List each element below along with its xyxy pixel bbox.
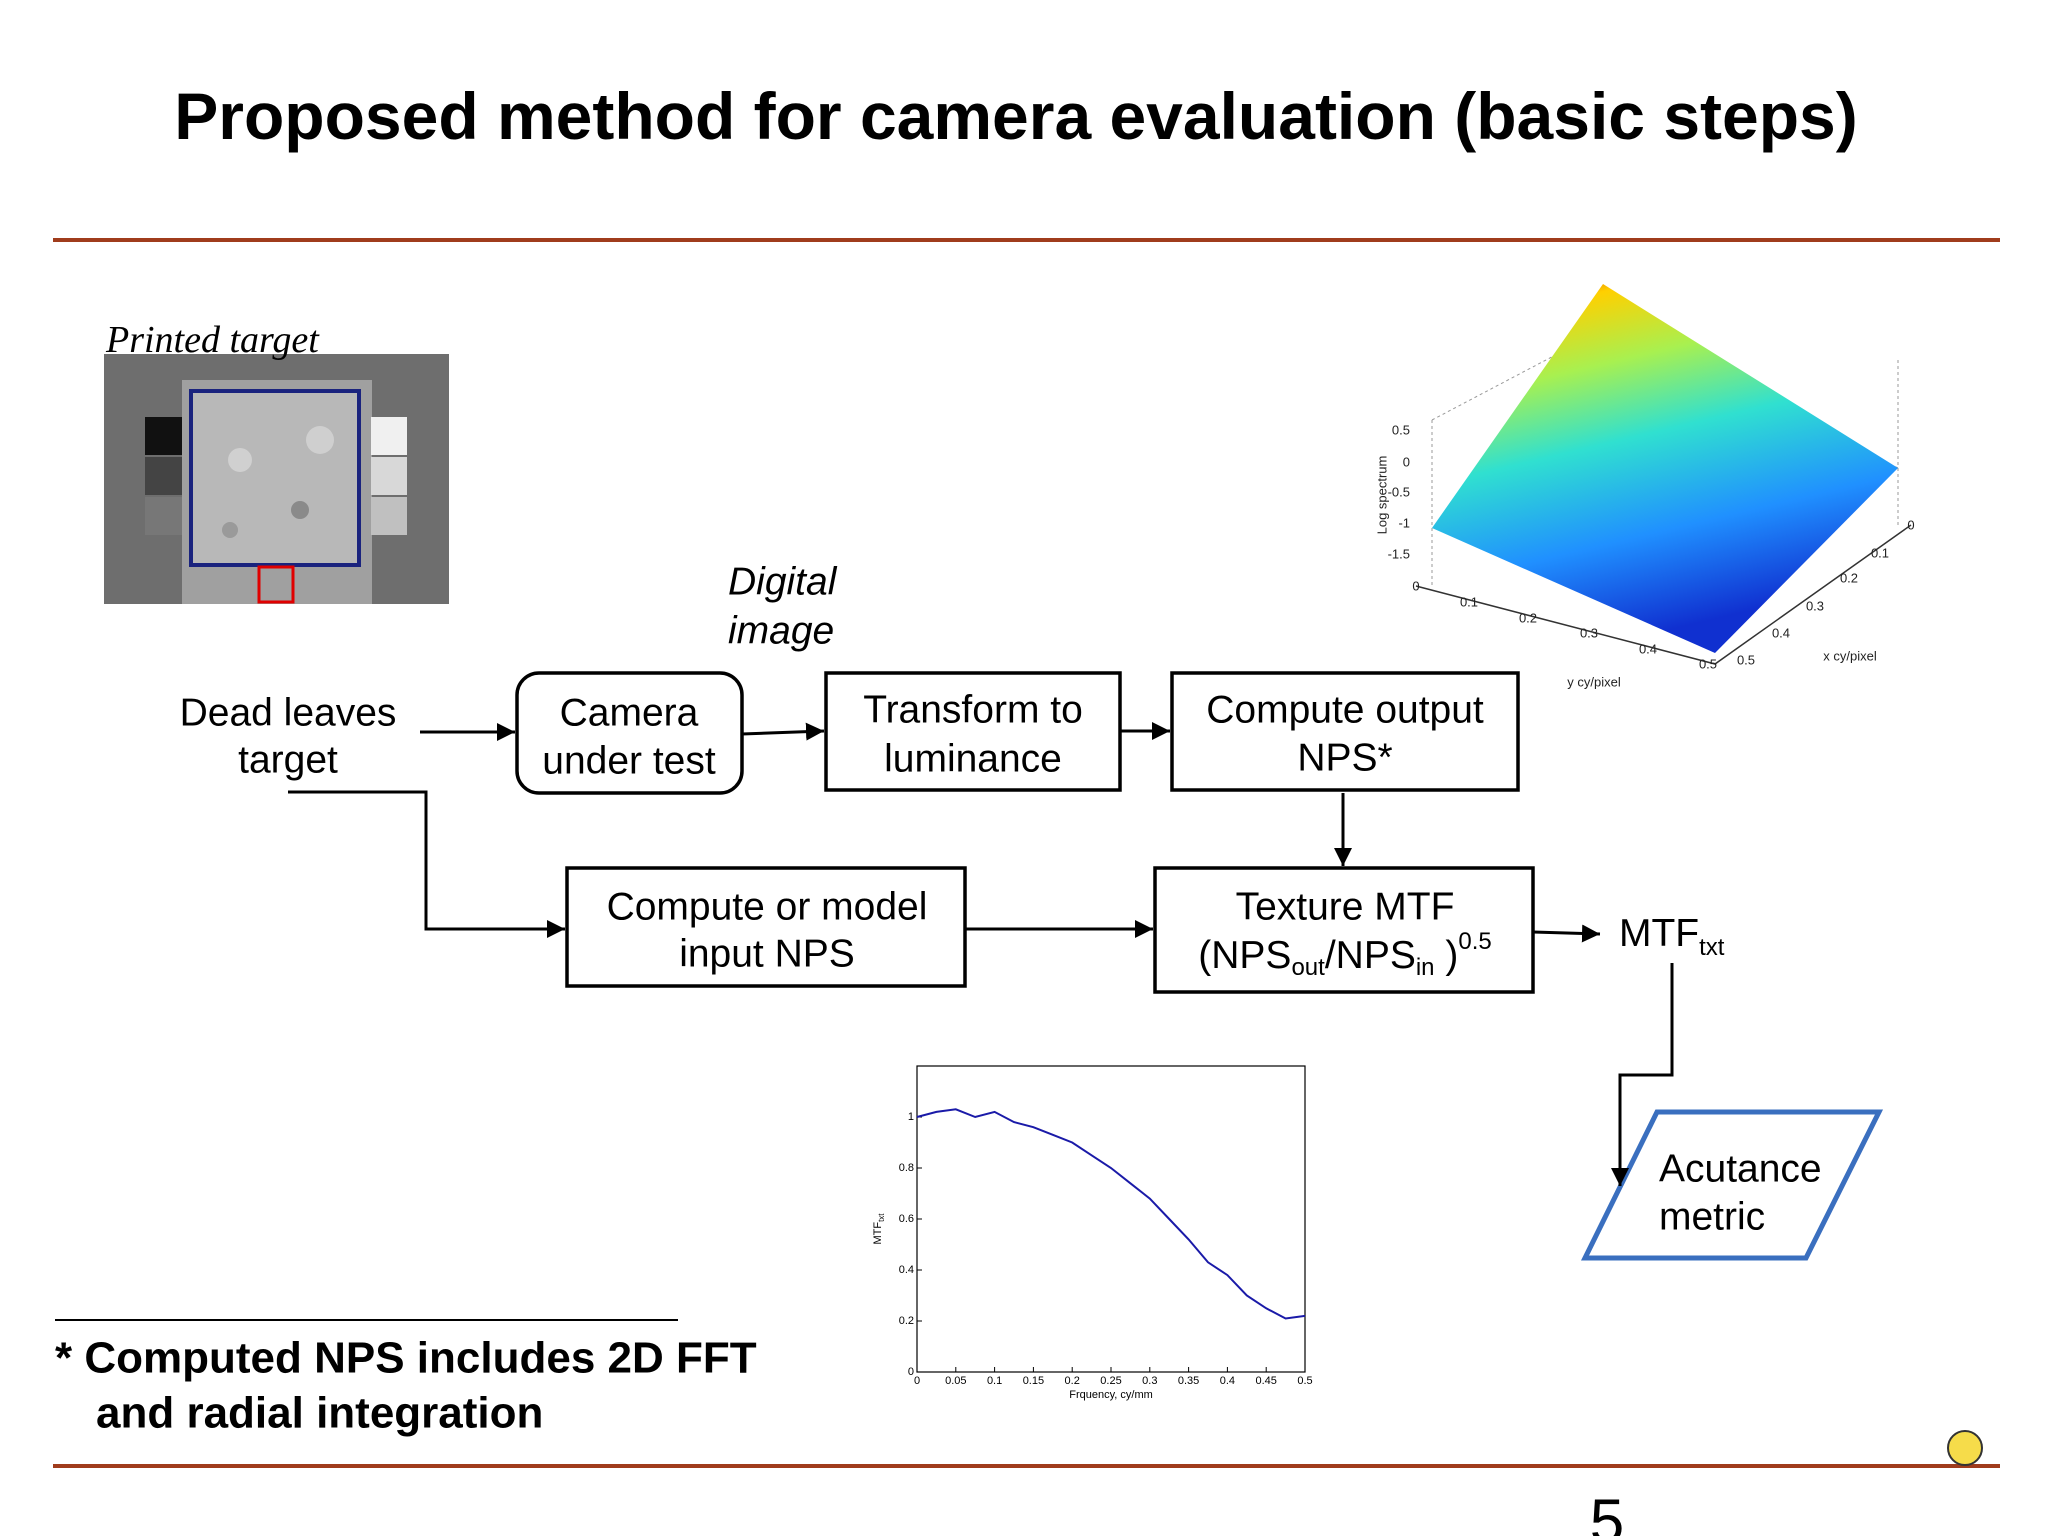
mtf-sub: txt	[1699, 934, 1725, 961]
x-tick-label: 0.3	[1806, 599, 1824, 614]
z-tick-label: 0.5	[1392, 423, 1410, 438]
x-tick-label: 0.1	[987, 1375, 1002, 1387]
x-tick-label: 0.15	[1023, 1375, 1044, 1387]
x-tick-label: 0	[1907, 518, 1914, 533]
formula-sub: out	[1291, 954, 1325, 981]
y-tick-label: 0.2	[899, 1315, 914, 1327]
mtf-line	[916, 1108, 1306, 1320]
x-tick-label: 0.4	[1772, 626, 1790, 641]
y-tick-label: 0.2	[1519, 611, 1537, 626]
formula-part: /NPS	[1325, 934, 1416, 977]
y-tick-label: 0	[1412, 579, 1419, 594]
input-nps-label: Compute or model	[607, 886, 928, 929]
input-nps-label: input NPS	[679, 933, 855, 976]
arrow	[288, 790, 565, 938]
surface	[1432, 284, 1898, 653]
formula-part: )	[1435, 934, 1459, 977]
formula-sup: 0.5	[1458, 928, 1491, 955]
z-tick-label: -1	[1398, 516, 1410, 531]
y-tick-label: 0.4	[899, 1264, 914, 1276]
y-tick-label: 1	[908, 1111, 914, 1123]
decor-dot	[1947, 1430, 1983, 1466]
x-tick-label: 0.35	[1178, 1375, 1199, 1387]
z-tick-label: -0.5	[1388, 485, 1410, 500]
camera-label: Camera	[560, 692, 699, 735]
acutance-label: Acutance	[1659, 1148, 1822, 1191]
y-label-sub: txt	[877, 1213, 886, 1222]
z-tick-label: 0	[1403, 455, 1410, 470]
x-tick-label: 0.4	[1220, 1375, 1235, 1387]
y-tick-label: 0	[908, 1366, 914, 1378]
digital-image-label: image	[728, 610, 834, 653]
texture-mtf-box	[1153, 866, 1535, 994]
texture-mtf-formula: (NPSout/NPSin )0.5	[1198, 928, 1491, 981]
x-tick-label: 0.45	[1255, 1375, 1276, 1387]
z-tick-label: -1.5	[1388, 547, 1410, 562]
y-axis-label: MTFtxt	[872, 1213, 886, 1245]
y-label-main: MTF	[872, 1222, 884, 1245]
footnote: and radial integration	[96, 1389, 543, 1438]
texture-mtf-label: Texture MTF	[1236, 886, 1455, 929]
camera-label: under test	[542, 740, 716, 783]
mtf-main: MTF	[1619, 912, 1699, 955]
x-tick-label: 0.5	[1297, 1375, 1312, 1387]
arrow	[1611, 963, 1674, 1186]
input-nps-box	[565, 866, 967, 988]
y-tick-label: 0.5	[1699, 657, 1717, 672]
x-tick-label: 0.5	[1737, 653, 1755, 668]
surface-axes	[1415, 524, 1912, 665]
x-tick-label: 0	[914, 1375, 920, 1387]
title: Proposed method for camera evaluation (b…	[174, 79, 1857, 153]
x-axis-label: x cy/pixel	[1823, 649, 1877, 664]
x-axis-label: Frquency, cy/mm	[1069, 1389, 1153, 1401]
arrow	[741, 722, 825, 741]
digital-image-label: Digital	[728, 561, 838, 604]
footnote: * Computed NPS includes 2D FFT	[55, 1334, 757, 1383]
formula-sub: in	[1416, 954, 1435, 981]
x-tick-label: 0.3	[1142, 1375, 1157, 1387]
transform-label: Transform to	[863, 689, 1083, 732]
x-tick-label: 0.2	[1840, 571, 1858, 586]
x-tick-label: 0.25	[1100, 1375, 1121, 1387]
transform-label: luminance	[884, 738, 1062, 781]
target-image	[104, 354, 449, 604]
dead-leaves-label: Dead leaves	[180, 692, 397, 735]
x-tick-label: 0.05	[945, 1375, 966, 1387]
transform-box	[824, 671, 1122, 792]
x-tick-label: 0.1	[1871, 546, 1889, 561]
y-tick-label: 0.1	[1460, 595, 1478, 610]
mtf-plot-frame	[916, 1065, 1306, 1373]
y-tick-label: 0.3	[1580, 626, 1598, 641]
page-number: 5	[1590, 1488, 1624, 1536]
dead-leaves-label: target	[238, 739, 338, 782]
y-axis-label: y cy/pixel	[1567, 675, 1621, 690]
x-tick-label: 0.2	[1065, 1375, 1080, 1387]
z-axis-label: Log spectrum	[1375, 456, 1390, 535]
y-tick-label: 0.8	[899, 1162, 914, 1174]
y-tick-label: 0.4	[1639, 642, 1657, 657]
acutance-box	[1580, 1109, 1884, 1261]
mtf-txt-label: MTFtxt	[1619, 912, 1725, 961]
y-tick-label: 0.6	[899, 1213, 914, 1225]
acutance-label: metric	[1659, 1196, 1765, 1239]
target-label: Printed target	[105, 319, 320, 361]
output-nps-box	[1170, 671, 1520, 792]
formula-part: (NPS	[1198, 934, 1291, 977]
output-nps-label: Compute output	[1206, 689, 1484, 732]
arrow	[1532, 924, 1601, 943]
output-nps-label: NPS*	[1297, 737, 1392, 780]
